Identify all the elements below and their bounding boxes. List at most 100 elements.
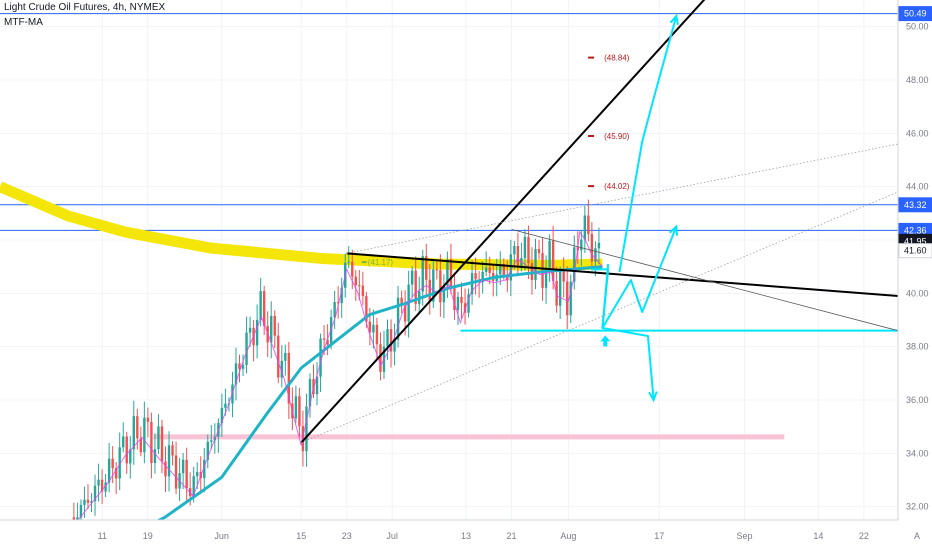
- projection-up-arrow[interactable]: [618, 15, 678, 273]
- candle-body: [329, 317, 333, 345]
- target-label: (48.84): [604, 54, 630, 63]
- time-tick-label: 15: [296, 531, 306, 541]
- candle-body: [220, 407, 224, 424]
- mtf-ma-fast-line: [73, 230, 603, 526]
- projections[interactable]: [591, 13, 679, 403]
- target-mark: [588, 185, 595, 188]
- price-tag-label: 43.32: [904, 200, 927, 210]
- candle-body: [421, 256, 424, 292]
- price-tag[interactable]: [898, 243, 932, 259]
- candle-body: [111, 458, 114, 469]
- trendline-thick[interactable]: [346, 252, 899, 297]
- candle-body: [284, 352, 287, 361]
- support-zone-band: [153, 434, 785, 440]
- trendline-dotted[interactable]: [346, 143, 899, 254]
- candle-body: [428, 279, 431, 302]
- price-targets: (48.84) (45.90) (44.02) (41.17): [361, 54, 630, 267]
- candle-body: [146, 417, 150, 422]
- candle-body: [340, 287, 343, 304]
- candle-body: [583, 215, 587, 240]
- candle-body: [322, 338, 326, 340]
- trendline-thin[interactable]: [511, 228, 899, 332]
- price-tag[interactable]: [898, 197, 932, 213]
- candle-body: [580, 239, 583, 251]
- candle-body: [484, 267, 488, 272]
- candle-body: [234, 363, 238, 385]
- time-tick-label: 11: [98, 531, 107, 541]
- candle-body: [333, 302, 336, 318]
- candle-body: [463, 303, 467, 313]
- candle-body: [143, 417, 146, 453]
- time-tick-label: 23: [342, 531, 352, 541]
- projection-down-arrow[interactable]: [591, 268, 655, 401]
- candle-body: [425, 256, 428, 280]
- candle-body: [400, 297, 403, 306]
- time-tick-label: 13: [461, 531, 471, 541]
- candle-body: [386, 329, 389, 347]
- horizontal-lines[interactable]: [0, 13, 898, 332]
- price-tick-label: 44.00: [906, 182, 929, 192]
- candle-body: [534, 249, 537, 280]
- price-tag[interactable]: [898, 6, 932, 22]
- candle-body: [86, 499, 90, 503]
- candle-body: [375, 324, 379, 345]
- time-axis[interactable]: 11 19 Jun 15 23 Jul 13 21 Aug 17 Sep 14 22 A: [0, 519, 932, 550]
- symbol-title: Light Crude Oil Futures, 4h, NYMEX: [4, 2, 166, 13]
- time-tick-label: 21: [507, 531, 517, 541]
- candle-body: [439, 270, 442, 303]
- projection-zigzag-arrow-head[interactable]: [669, 224, 678, 236]
- candle-body: [185, 459, 188, 489]
- trendlines[interactable]: [300, 0, 899, 444]
- candle-body: [446, 259, 449, 286]
- auto-scale-button[interactable]: A: [914, 531, 920, 541]
- mtf-ma-teal-line: [107, 265, 603, 548]
- projection-down-arrow-head[interactable]: [648, 391, 658, 403]
- price-tick-label: 32.00: [906, 502, 929, 512]
- ma-mark: [361, 261, 367, 264]
- candle-body: [262, 291, 266, 326]
- candle-body: [403, 305, 407, 322]
- price-tag-label: 41.95: [904, 236, 927, 246]
- candle-body: [196, 472, 199, 477]
- price-tick-label: 48.00: [906, 75, 929, 85]
- candle-body: [502, 264, 505, 276]
- candle-body: [206, 441, 209, 460]
- trendline-dotted[interactable]: [301, 191, 899, 444]
- price-tag-label: 50.49: [904, 9, 927, 19]
- projection-up-arrow-head[interactable]: [669, 13, 679, 26]
- candle-body: [544, 267, 548, 288]
- candle-body: [336, 302, 340, 304]
- candle-body: [488, 267, 491, 274]
- candle-body: [90, 501, 93, 503]
- candle-body: [389, 329, 393, 352]
- candle-body: [287, 352, 291, 404]
- candle-body: [136, 416, 139, 439]
- time-axis-bg: [0, 520, 932, 550]
- candle-body: [107, 458, 111, 483]
- candles: [72, 199, 601, 537]
- candle-body: [365, 296, 368, 322]
- candle-body: [566, 281, 569, 316]
- candle-body: [396, 297, 400, 340]
- support-zone: [153, 434, 785, 440]
- candle-body: [150, 421, 153, 464]
- candle-body: [312, 379, 315, 395]
- candle-body: [558, 270, 562, 306]
- candle-body: [597, 242, 601, 249]
- time-tick-label: 19: [143, 531, 153, 541]
- time-tick-label: 14: [813, 531, 823, 541]
- candle-body: [467, 294, 470, 313]
- candle-body: [224, 403, 227, 408]
- candle-body: [97, 479, 100, 486]
- candle-body: [326, 339, 329, 345]
- candle-body: [100, 479, 104, 492]
- price-axis[interactable]: 32.0034.0036.0038.0040.0042.0044.0046.00…: [897, 0, 932, 550]
- candle-body: [270, 315, 273, 343]
- candle-body: [358, 285, 361, 287]
- candle-body: [79, 504, 83, 518]
- candle-body: [573, 247, 576, 282]
- price-tick-label: 34.00: [906, 448, 929, 458]
- trendline-thick[interactable]: [300, 0, 898, 444]
- ma-value-label: (41.17): [368, 258, 394, 267]
